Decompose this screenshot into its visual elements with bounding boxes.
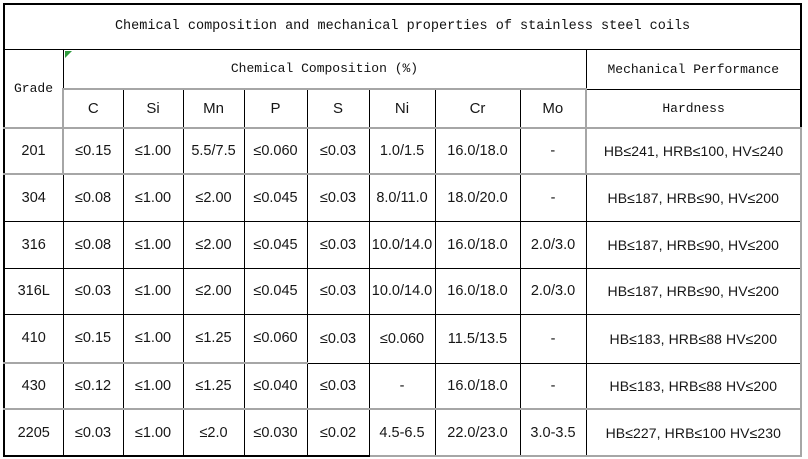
cell-p: ≤0.040 bbox=[243, 362, 308, 410]
cell-si: ≤1.00 bbox=[122, 408, 184, 457]
cell-si: ≤1.00 bbox=[122, 173, 184, 222]
cell-cr: 11.5/13.5 bbox=[434, 313, 521, 364]
cell-mo: - bbox=[519, 313, 587, 364]
cell-s: ≤0.03 bbox=[306, 127, 370, 175]
table-row: 410 ≤0.15 ≤1.00 ≤1.25 ≤0.060 ≤0.03 ≤0.06… bbox=[3, 313, 803, 364]
cell-p: ≤0.045 bbox=[243, 267, 308, 315]
cell-grade: 410 bbox=[3, 313, 64, 364]
cell-hardness: HB≤241, HRB≤100, HV≤240 bbox=[584, 127, 803, 175]
table-row: 316L ≤0.03 ≤1.00 ≤2.00 ≤0.045 ≤0.03 10.0… bbox=[3, 267, 803, 315]
table-row: 2205 ≤0.03 ≤1.00 ≤2.0 ≤0.030 ≤0.02 4.5-6… bbox=[3, 408, 803, 457]
steel-composition-table: Chemical composition and mechanical prop… bbox=[2, 3, 803, 457]
header-chemical-composition: Chemical Composition (%) bbox=[62, 48, 587, 90]
header-grade: Grade bbox=[3, 48, 64, 129]
cell-p: ≤0.045 bbox=[243, 173, 308, 222]
cell-si: ≤1.00 bbox=[122, 267, 184, 315]
cell-si: ≤1.00 bbox=[122, 220, 184, 269]
cell-hardness: HB≤183, HRB≤88 HV≤200 bbox=[585, 362, 803, 410]
cell-p: ≤0.060 bbox=[243, 127, 308, 175]
cell-hardness: HB≤227, HRB≤100 HV≤230 bbox=[585, 408, 803, 457]
cell-ni: 10.0/14.0 bbox=[368, 267, 436, 315]
cell-mo: - bbox=[519, 127, 587, 175]
cell-p: ≤0.060 bbox=[243, 313, 308, 364]
cell-grade: 316 bbox=[3, 220, 64, 269]
header-row-groups: Grade Chemical Composition (%) Mechanica… bbox=[3, 48, 803, 129]
cell-cr: 18.0/20.0 bbox=[434, 173, 521, 222]
cell-mn: ≤2.0 bbox=[182, 408, 245, 457]
cell-mo: - bbox=[519, 173, 587, 222]
cell-mo: 3.0-3.5 bbox=[519, 408, 587, 457]
cell-c: ≤0.15 bbox=[62, 313, 124, 364]
page-title: Chemical composition and mechanical prop… bbox=[2, 3, 803, 50]
cell-s: ≤0.03 bbox=[306, 313, 370, 364]
header-element-cr: Cr bbox=[434, 88, 521, 129]
header-row-columns: C Si Mn P S Ni Cr Mo Hardness bbox=[4, 88, 803, 129]
cell-ni: 1.0/1.5 bbox=[368, 127, 436, 175]
header-element-s: S bbox=[306, 88, 370, 129]
cell-hardness: HB≤187, HRB≤90, HV≤200 bbox=[585, 267, 803, 315]
corner-flag-icon bbox=[64, 50, 72, 58]
cell-ni: 4.5-6.5 bbox=[368, 408, 436, 457]
table-row: 430 ≤0.12 ≤1.00 ≤1.25 ≤0.040 ≤0.03 - 16.… bbox=[3, 362, 803, 410]
cell-grade: 2205 bbox=[3, 408, 64, 457]
header-element-c: C bbox=[62, 88, 124, 129]
header-chemical-composition-label: Chemical Composition (%) bbox=[230, 61, 419, 77]
cell-hardness: HB≤183, HRB≤88 HV≤200 bbox=[585, 313, 803, 364]
header-element-mo: Mo bbox=[519, 88, 587, 129]
cell-s: ≤0.02 bbox=[306, 408, 370, 457]
cell-c: ≤0.03 bbox=[62, 408, 124, 457]
cell-s: ≤0.03 bbox=[306, 267, 370, 315]
cell-grade: 430 bbox=[3, 362, 64, 410]
table-row: 316 ≤0.08 ≤1.00 ≤2.00 ≤0.045 ≤0.03 10.0/… bbox=[3, 220, 803, 269]
cell-s: ≤0.03 bbox=[306, 362, 370, 410]
cell-c: ≤0.03 bbox=[62, 267, 124, 315]
cell-si: ≤1.00 bbox=[122, 313, 184, 364]
cell-mn: ≤1.25 bbox=[182, 362, 245, 410]
cell-c: ≤0.15 bbox=[62, 127, 124, 175]
table-row: 304 ≤0.08 ≤1.00 ≤2.00 ≤0.045 ≤0.03 8.0/1… bbox=[3, 173, 803, 222]
cell-mo: 2.0/3.0 bbox=[519, 267, 587, 315]
cell-s: ≤0.03 bbox=[306, 173, 370, 222]
cell-c: ≤0.08 bbox=[62, 220, 124, 269]
cell-mn: ≤2.00 bbox=[182, 173, 245, 222]
header-element-mn: Mn bbox=[182, 88, 245, 129]
cell-mo: - bbox=[519, 362, 587, 410]
cell-ni: 8.0/11.0 bbox=[368, 173, 436, 222]
cell-si: ≤1.00 bbox=[122, 362, 184, 410]
cell-hardness: HB≤187, HRB≤90, HV≤200 bbox=[585, 173, 803, 222]
cell-c: ≤0.12 bbox=[62, 362, 124, 410]
cell-cr: 16.0/18.0 bbox=[434, 127, 521, 175]
header-element-si: Si bbox=[122, 88, 184, 129]
cell-s: ≤0.03 bbox=[306, 220, 370, 269]
cell-cr: 16.0/18.0 bbox=[434, 220, 521, 269]
cell-p: ≤0.030 bbox=[243, 408, 308, 457]
cell-mn: 5.5/7.5 bbox=[182, 127, 245, 175]
header-element-ni: Ni bbox=[368, 88, 436, 129]
cell-ni: - bbox=[368, 362, 436, 410]
cell-mn: ≤2.00 bbox=[182, 220, 245, 269]
cell-mo: 2.0/3.0 bbox=[519, 220, 587, 269]
cell-p: ≤0.045 bbox=[243, 220, 308, 269]
header-mechanical-performance: Mechanical Performance bbox=[585, 48, 803, 90]
cell-si: ≤1.00 bbox=[122, 127, 184, 175]
cell-hardness: HB≤187, HRB≤90, HV≤200 bbox=[585, 220, 803, 269]
cell-grade: 316L bbox=[3, 267, 64, 315]
cell-cr: 16.0/18.0 bbox=[434, 362, 521, 410]
cell-mn: ≤1.25 bbox=[182, 313, 245, 364]
cell-ni: ≤0.060 bbox=[368, 313, 436, 364]
header-element-p: P bbox=[243, 88, 308, 129]
cell-cr: 16.0/18.0 bbox=[434, 267, 521, 315]
cell-ni: 10.0/14.0 bbox=[368, 220, 436, 269]
cell-grade: 304 bbox=[3, 173, 64, 222]
cell-mn: ≤2.00 bbox=[182, 267, 245, 315]
table-row: 201 ≤0.15 ≤1.00 5.5/7.5 ≤0.060 ≤0.03 1.0… bbox=[3, 127, 803, 175]
header-hardness: Hardness bbox=[584, 88, 803, 129]
title-row: Chemical composition and mechanical prop… bbox=[2, 3, 803, 50]
cell-c: ≤0.08 bbox=[62, 173, 124, 222]
cell-cr: 22.0/23.0 bbox=[434, 408, 521, 457]
cell-grade: 201 bbox=[3, 127, 64, 175]
